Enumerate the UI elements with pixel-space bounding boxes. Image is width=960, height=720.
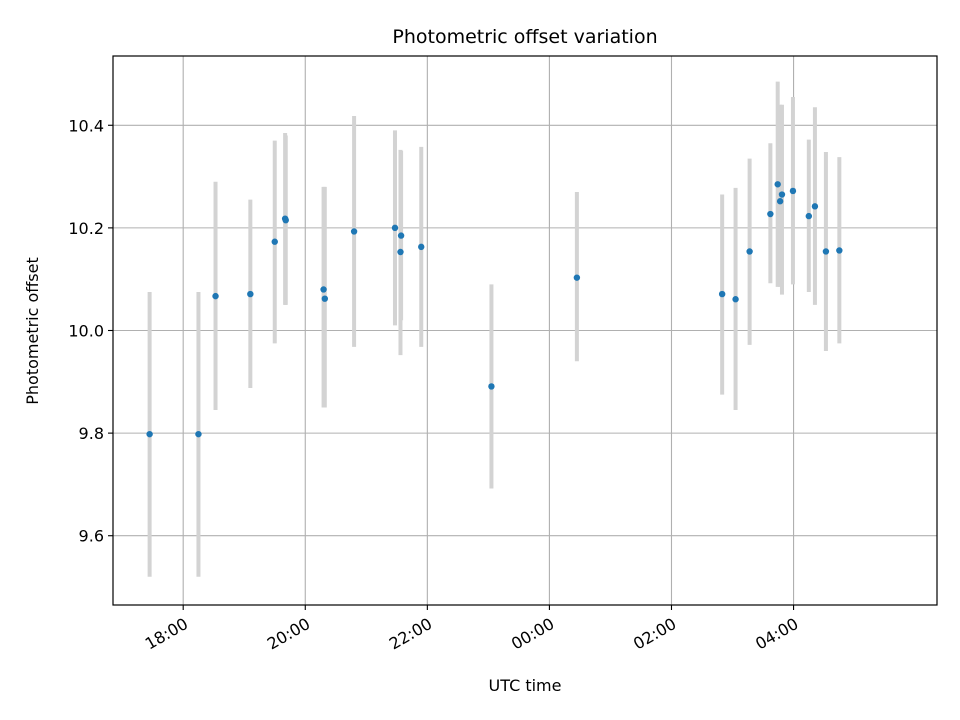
chart-title: Photometric offset variation [392, 26, 657, 48]
data-point [776, 198, 784, 205]
data-point [746, 248, 753, 255]
data-point [488, 383, 495, 390]
x-tick-label: 00:00 [508, 614, 557, 654]
data-point [397, 232, 405, 239]
data-point [778, 191, 786, 198]
data-point [836, 247, 843, 254]
data-point [732, 296, 739, 303]
data-point [391, 224, 399, 232]
data-point [397, 248, 404, 256]
x-tick-label: 20:00 [264, 614, 313, 654]
x-tick-label: 22:00 [386, 614, 435, 654]
y-tick-label: 10.2 [68, 219, 104, 238]
x-tick-label: 18:00 [142, 614, 191, 654]
x-axis: 18:00 20:00 22:00 00:00 02:00 04:00 [142, 605, 802, 654]
data-points [146, 181, 843, 438]
data-point [350, 228, 358, 235]
data-point [195, 430, 202, 438]
data-point [811, 203, 819, 210]
data-point [573, 274, 581, 281]
x-tick-label: 02:00 [630, 614, 679, 654]
data-point [212, 292, 219, 300]
data-point [767, 210, 774, 218]
y-axis: 9.6 9.8 10.0 10.2 10.4 [68, 116, 113, 546]
y-tick-label: 9.6 [79, 527, 104, 546]
x-axis-label: UTC time [489, 676, 562, 695]
data-point [718, 290, 726, 298]
x-tick-label: 04:00 [752, 614, 801, 654]
y-tick-label: 10.0 [68, 322, 104, 341]
data-point [271, 238, 278, 245]
data-point [418, 243, 425, 251]
data-point [146, 430, 153, 438]
data-point [321, 295, 328, 302]
data-point [774, 181, 781, 188]
y-tick-label: 10.4 [68, 116, 104, 135]
data-point [320, 286, 327, 293]
data-point [247, 290, 254, 298]
data-point [282, 216, 289, 224]
data-point [789, 187, 797, 195]
data-point [805, 212, 813, 220]
y-axis-label: Photometric offset [23, 257, 42, 405]
data-point [822, 248, 830, 255]
y-tick-label: 9.8 [79, 424, 104, 443]
